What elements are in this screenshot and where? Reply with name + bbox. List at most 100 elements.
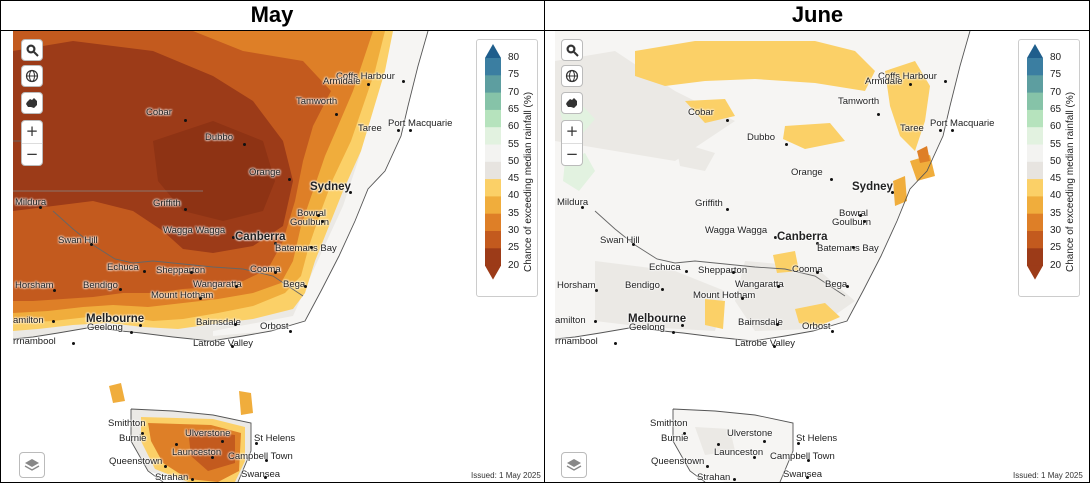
city-label: amilton (555, 315, 586, 326)
legend-tick-label: 50 (1050, 155, 1062, 167)
city-label: Coffs Harbour (878, 71, 937, 82)
globe-icon[interactable] (21, 65, 43, 87)
city-label: Smithton (108, 418, 146, 429)
legend-swatch (1027, 231, 1043, 249)
legend-arrow-up (1027, 44, 1043, 58)
legend-swatch (485, 127, 501, 145)
legend-swatch (485, 75, 501, 93)
city-marker (231, 345, 234, 348)
zoom-out-icon[interactable]: − (25, 145, 39, 163)
city-marker (119, 288, 122, 291)
city-label: Cooma (792, 264, 823, 275)
city-marker (717, 443, 720, 446)
city-marker (321, 220, 324, 223)
city-label: Mildura (557, 197, 589, 208)
city-marker (191, 478, 194, 481)
city-label: Ulverstone (185, 428, 231, 439)
search-icon[interactable] (21, 39, 43, 61)
city-label: Cooma (250, 264, 281, 275)
city-marker (753, 456, 756, 459)
city-label: Bairnsdale (738, 317, 783, 328)
city-label: Orange (791, 167, 823, 178)
city-label: Griffith (695, 198, 723, 209)
zoom-in-icon[interactable]: + (562, 121, 582, 144)
city-marker (816, 271, 819, 274)
legend-tick-label: 55 (508, 138, 520, 150)
city-label: Port Macquarie (388, 118, 453, 129)
australia-icon[interactable] (561, 92, 583, 114)
city-marker (184, 208, 187, 211)
city-marker (797, 442, 800, 445)
city-marker (310, 246, 313, 249)
city-label: Swan Hill (58, 235, 98, 246)
city-label: Echuca (107, 262, 139, 273)
city-marker (265, 459, 268, 462)
city-marker (581, 206, 584, 209)
map-panel-june[interactable]: + − Chance of exceeding median rainfall … (555, 31, 1088, 482)
legend-arrow-down (485, 265, 501, 280)
legend-tick-label: 40 (508, 190, 520, 202)
legend-title: Chance of exceeding median rainfall (%) (523, 91, 534, 272)
city-marker (397, 129, 400, 132)
city-marker (234, 323, 237, 326)
legend-arrow-down (1027, 265, 1043, 280)
city-marker (317, 214, 320, 217)
city-label: rrnambool (13, 336, 56, 347)
zoom-control: + − (561, 120, 583, 166)
city-marker (909, 83, 912, 86)
city-label: Wangaratta (193, 279, 242, 290)
city-label: Bendigo (625, 280, 660, 291)
legend-tick-label: 40 (1050, 190, 1062, 202)
city-label: Bairnsdale (196, 317, 241, 328)
panel-title-june: June (545, 0, 1090, 31)
city-label: Strahan (155, 472, 189, 482)
city-label: Griffith (153, 198, 181, 209)
city-marker (39, 206, 42, 209)
layers-icon[interactable] (561, 452, 587, 478)
legend-swatch (485, 58, 501, 76)
city-marker (831, 330, 834, 333)
city-label: Bega (825, 279, 848, 290)
city-label: Bega (283, 279, 306, 290)
city-marker (164, 465, 167, 468)
zoom-in-icon[interactable]: + (22, 121, 42, 144)
city-label: Shepparton (698, 265, 748, 276)
legend-tick-label: 65 (508, 103, 520, 115)
city-label: Taree (900, 123, 924, 134)
legend-swatch (485, 144, 501, 163)
australia-icon[interactable] (21, 92, 43, 114)
globe-icon[interactable] (561, 65, 583, 87)
city-marker (255, 442, 258, 445)
legend-tick-label: 30 (508, 225, 520, 236)
city-label: Campbell Town (770, 451, 835, 462)
city-label: Swansea (783, 469, 823, 480)
layers-icon[interactable] (19, 452, 45, 478)
legend-colorbar (1027, 44, 1043, 280)
legend-swatch (1027, 248, 1043, 266)
city-marker (683, 432, 686, 435)
city-label: Smithton (650, 418, 688, 429)
map-panel-may[interactable]: + − Chance of exceeding median rainfall … (13, 31, 544, 482)
city-label: amilton (13, 315, 44, 326)
legend-swatch (1027, 196, 1043, 215)
legend-swatch (1027, 213, 1043, 232)
legend-tick-label: 25 (508, 242, 520, 254)
city-label: Coffs Harbour (336, 71, 395, 82)
city-label: Port Macquarie (930, 118, 995, 129)
city-label: Batemans Bay (275, 243, 337, 254)
city-label: Tamworth (838, 96, 880, 107)
city-marker (681, 324, 684, 327)
search-icon[interactable] (561, 39, 583, 61)
city-marker (726, 208, 729, 211)
legend-tick-label: 70 (508, 86, 520, 98)
city-label: Armidale (323, 76, 361, 87)
city-label: Latrobe Valley (735, 338, 796, 349)
city-marker (274, 242, 277, 245)
city-marker (289, 330, 292, 333)
city-label: Canberra (777, 231, 828, 243)
city-marker (288, 178, 291, 181)
city-label: Ulverstone (727, 428, 773, 439)
city-marker (367, 83, 370, 86)
city-marker (141, 432, 144, 435)
zoom-out-icon[interactable]: − (565, 145, 579, 163)
